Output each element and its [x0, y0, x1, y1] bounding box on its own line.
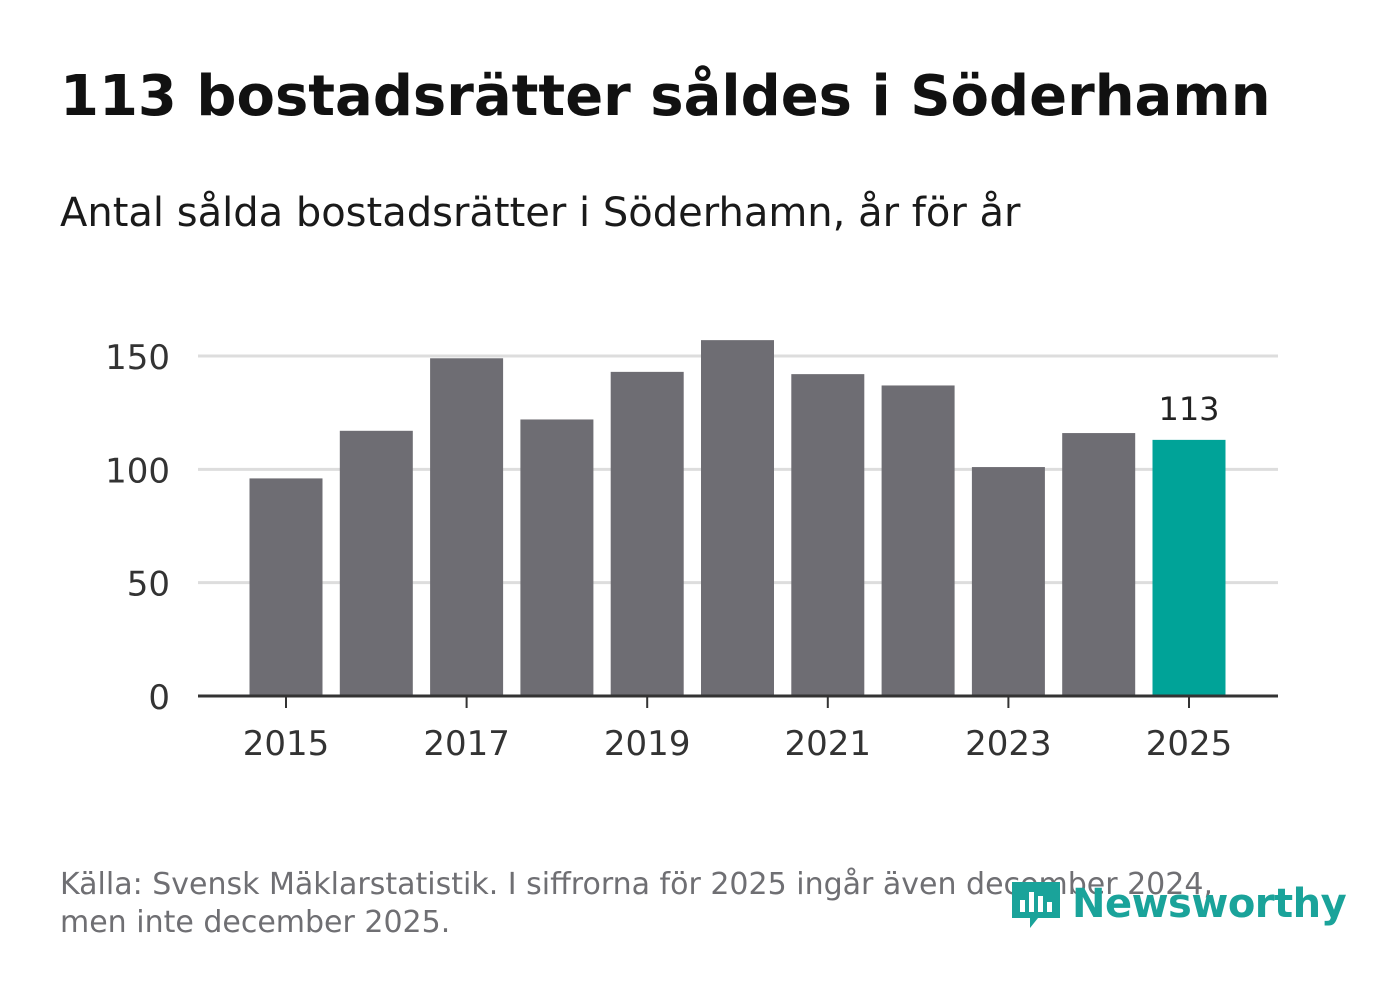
y-tick-label: 100	[105, 451, 170, 491]
bar	[610, 371, 684, 696]
x-tick-label: 2023	[965, 724, 1052, 764]
y-tick-label: 0	[148, 678, 170, 718]
brand-logo: Newsworthy	[1010, 878, 1347, 930]
source-line-2: men inte december 2025.	[60, 905, 451, 940]
labels: 0 50 100 150 113 2015 2017 2019 2021 2023 2025	[105, 338, 1232, 764]
bar	[881, 385, 955, 696]
newsworthy-logo-icon	[1012, 882, 1060, 928]
y-tick-label: 50	[127, 565, 170, 605]
bar	[249, 478, 323, 696]
bar	[971, 467, 1045, 696]
bar	[339, 430, 413, 696]
bar	[791, 374, 865, 696]
axes	[198, 694, 1278, 708]
brand-name: Newsworthy	[1072, 881, 1347, 927]
y-tick-label: 150	[105, 338, 170, 378]
x-tick-label: 2017	[423, 724, 510, 764]
data-label: 113	[1158, 390, 1219, 428]
x-tick-label: 2015	[243, 724, 330, 764]
chart-title: 113 bostadsrätter såldes i Söderhamn	[60, 64, 1271, 129]
x-tick-label: 2025	[1146, 724, 1233, 764]
bar	[430, 358, 504, 696]
bar	[701, 340, 774, 696]
bar	[1062, 433, 1136, 696]
x-tick-label: 2021	[785, 724, 872, 764]
chart-subtitle: Antal sålda bostadsrätter i Söderhamn, å…	[60, 190, 1021, 236]
bar-highlight	[1152, 439, 1226, 696]
x-tick-label: 2019	[604, 724, 691, 764]
bar	[520, 419, 594, 696]
bars	[249, 340, 1226, 696]
